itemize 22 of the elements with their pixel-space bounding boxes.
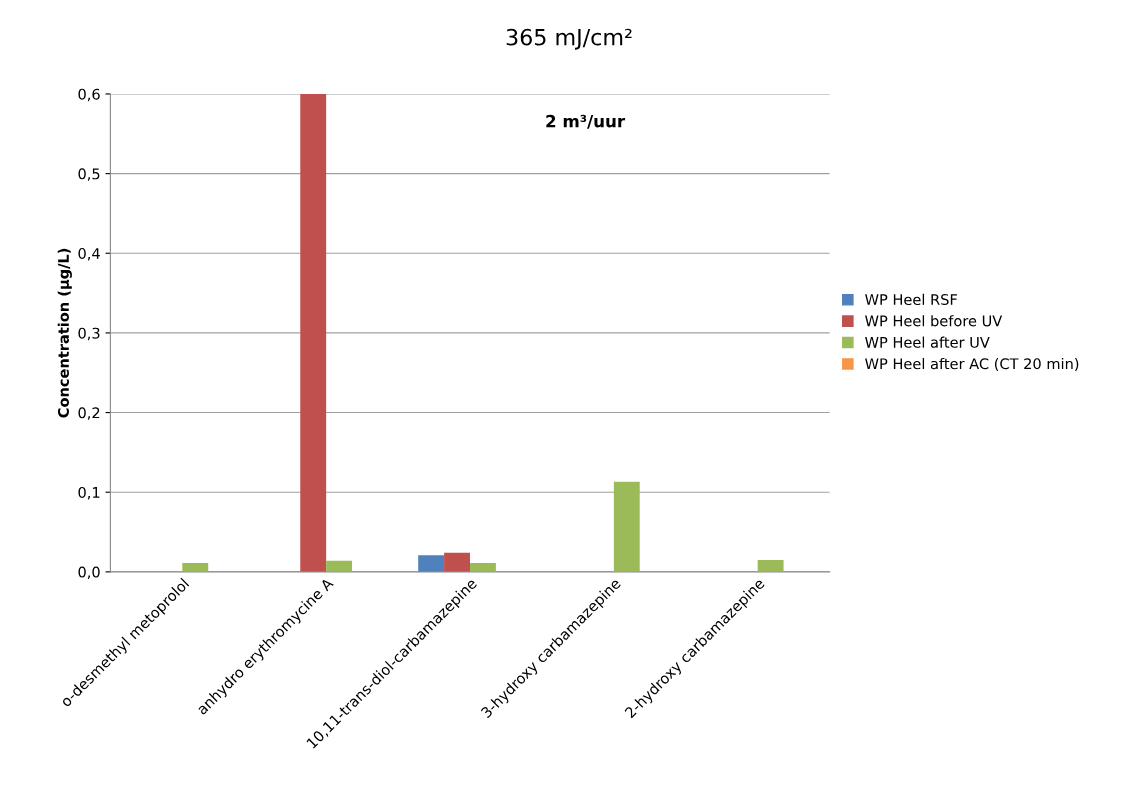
bar [300,93,327,572]
bar [326,560,353,572]
bar [757,559,784,572]
annotation: 2 m³/uur [546,114,626,129]
y-tick-label: 0,5 [78,168,100,181]
y-tick-label: 0,0 [78,566,100,580]
y-tick-label: 0,6 [78,88,100,102]
y-tick-label: 0,4 [78,247,100,261]
y-tick-label: 0,1 [78,486,100,500]
bar [444,552,470,572]
chart-title: 365 mJ/cm² [506,28,632,50]
y-tick-label: 0,2 [78,407,100,420]
legend-label: WP Heel RSF [865,293,957,306]
legend-label: WP Heel after UV [865,336,990,348]
bar [418,555,445,572]
bar [469,563,496,572]
bar [182,563,209,572]
legend-label: WP Heel before UV [865,315,1003,327]
y-axis-title: Concentration (µg/L) [57,248,72,418]
y-tick-label: 0,3 [78,327,100,341]
bar [613,481,640,572]
legend-label: WP Heel after AC (CT 20 min) [865,357,1079,371]
